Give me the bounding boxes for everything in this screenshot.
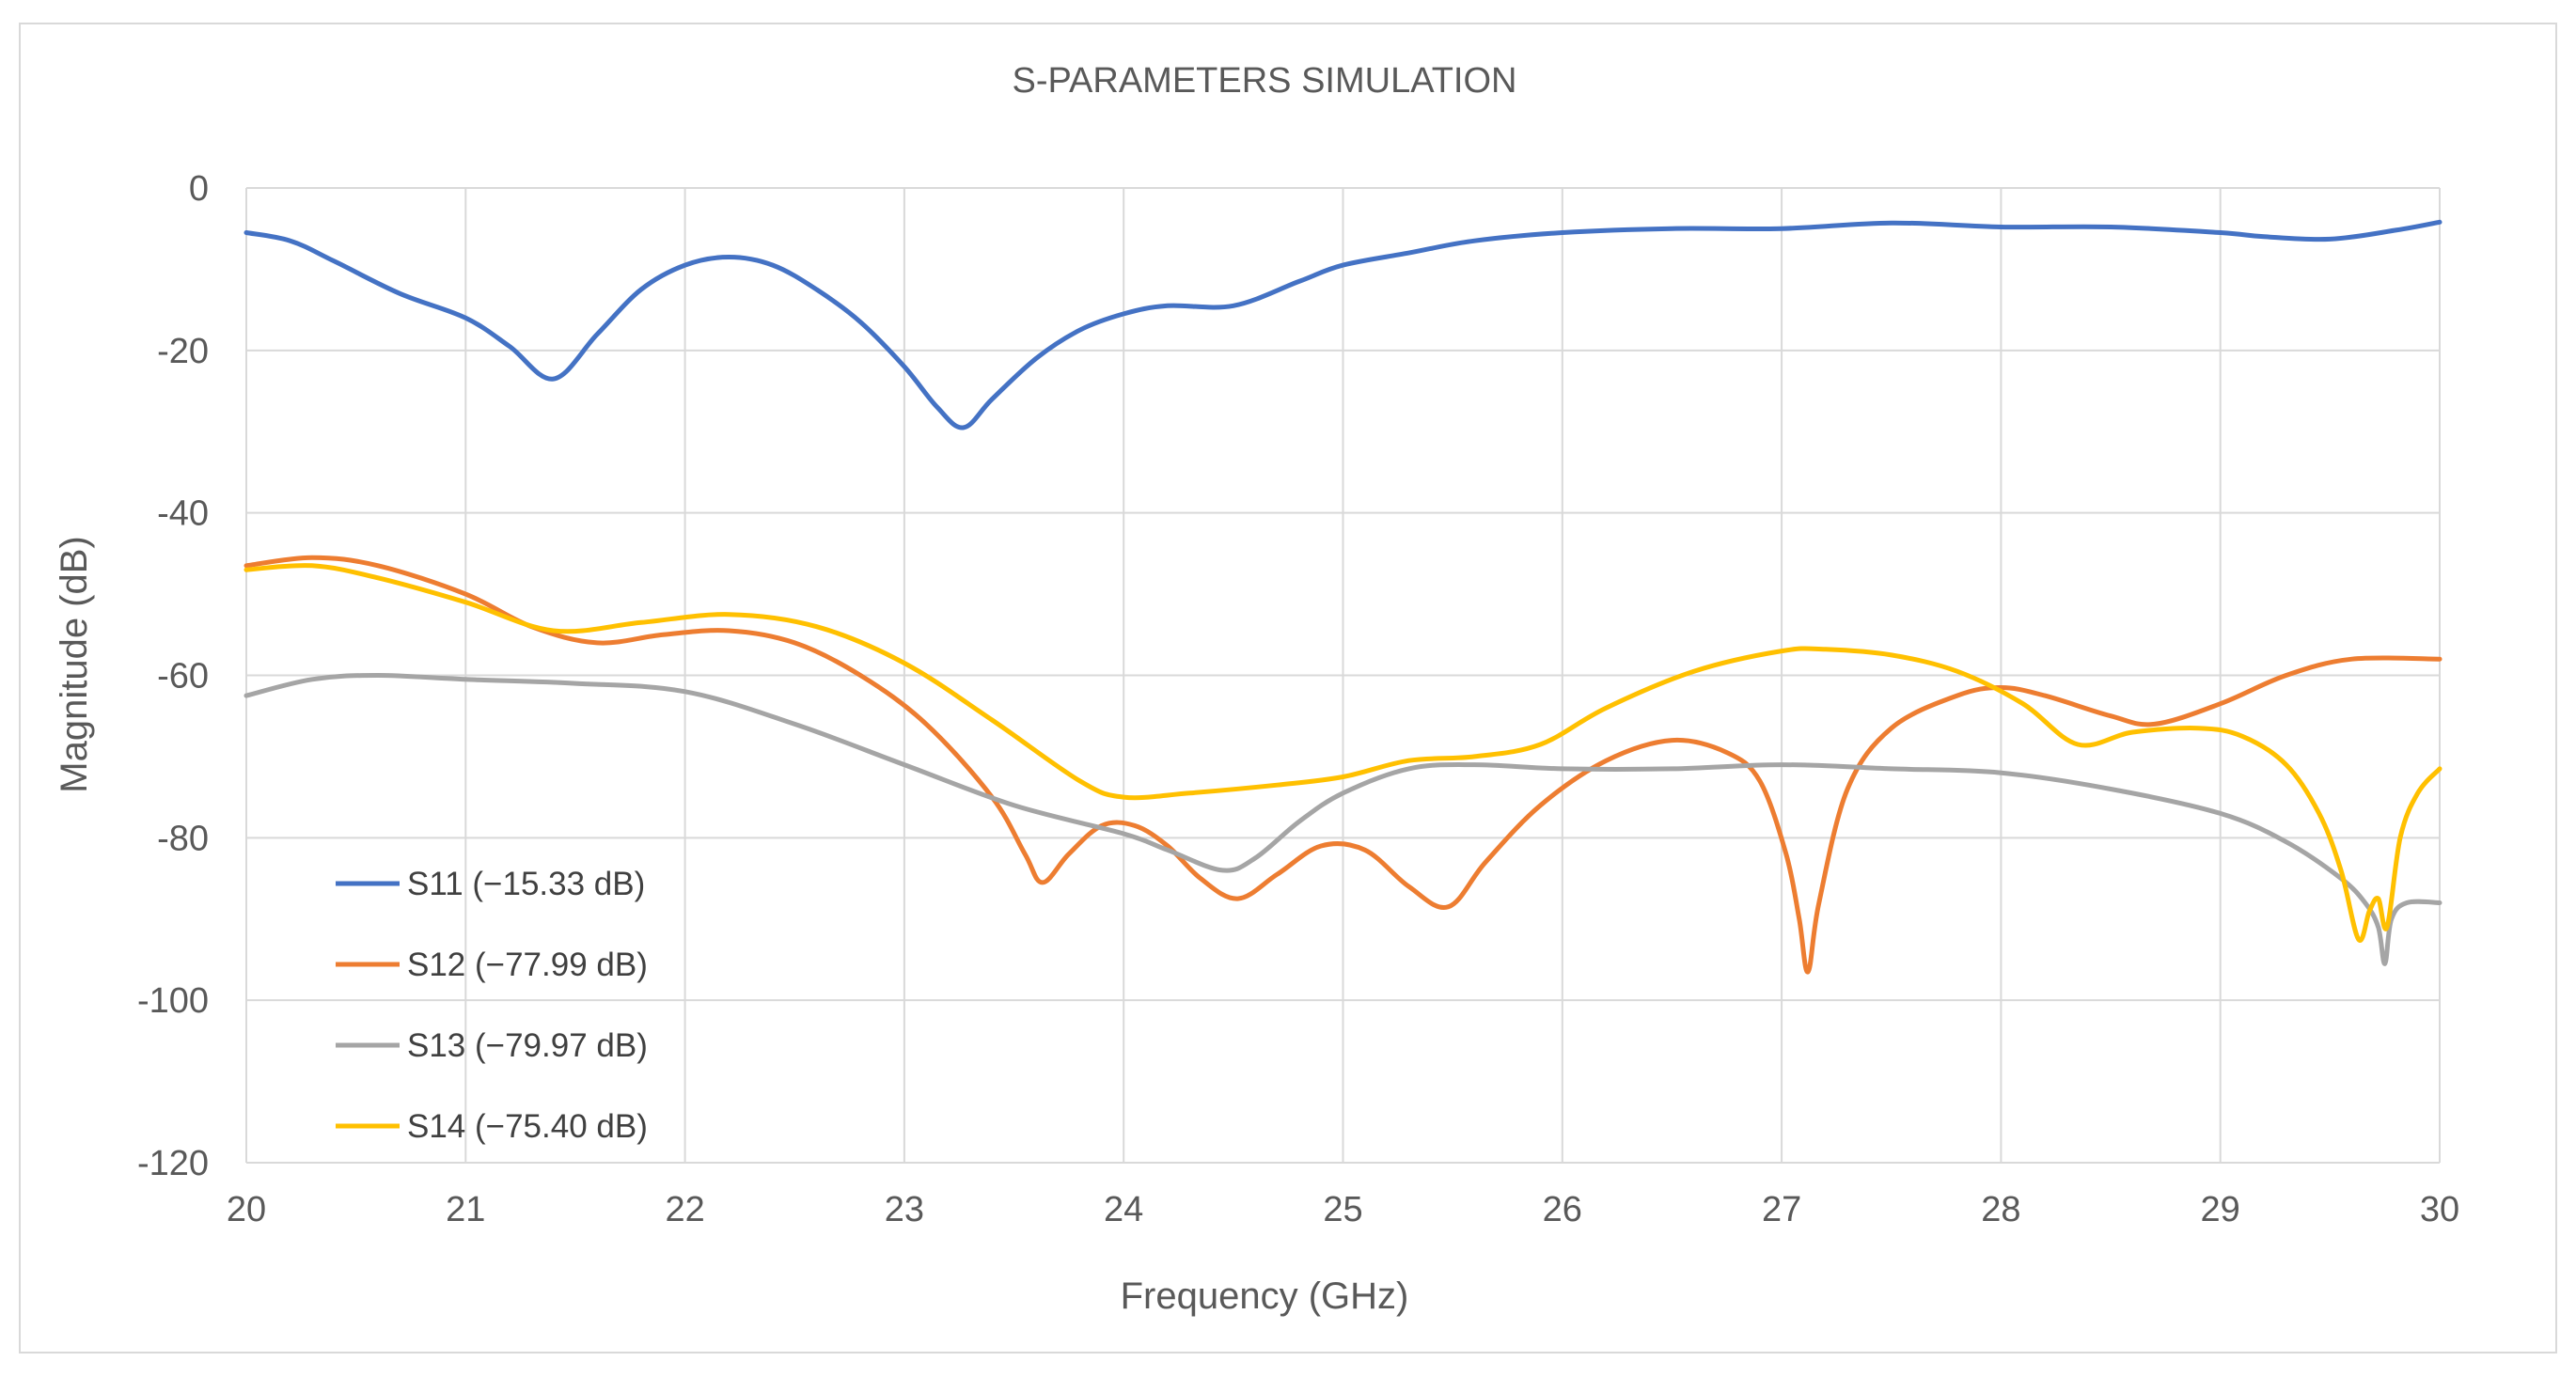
- series-line-s14: [243, 563, 2442, 943]
- y-tick-label: -120: [137, 1144, 209, 1183]
- chart-title: S-PARAMETERS SIMULATION: [1013, 61, 1517, 101]
- x-axis-label: Frequency (GHz): [1121, 1275, 1409, 1317]
- x-axis-ticks: 20 21 22 23 24 25 26 27 28 29 30: [227, 1190, 2459, 1229]
- x-tick-label: 30: [2420, 1190, 2459, 1229]
- legend-label-s13: S13 (−79.97 dB): [407, 1027, 648, 1064]
- y-tick-label: -20: [157, 332, 209, 371]
- y-axis-label: Magnitude (dB): [54, 536, 95, 792]
- y-tick-label: -40: [157, 494, 209, 534]
- legend-label-s11: S11 (−15.33 dB): [407, 866, 645, 902]
- y-tick-label: 0: [189, 169, 209, 209]
- legend: S11 (−15.33 dB) S12 (−77.99 dB) S13 (−79.9…: [336, 866, 648, 1145]
- x-tick-label: 28: [1981, 1190, 2020, 1229]
- x-tick-label: 27: [1762, 1190, 1801, 1229]
- y-axis-ticks: 0 -20 -40 -60 -80 -100 -120: [137, 169, 209, 1183]
- x-tick-label: 20: [227, 1190, 266, 1229]
- series-line-s11: [243, 219, 2442, 430]
- x-tick-label: 26: [1543, 1190, 1582, 1229]
- x-tick-label: 21: [446, 1190, 485, 1229]
- y-tick-label: -60: [157, 657, 209, 696]
- x-tick-label: 29: [2201, 1190, 2240, 1229]
- x-tick-label: 23: [885, 1190, 924, 1229]
- x-tick-label: 24: [1104, 1190, 1143, 1229]
- series-line-s12: [243, 555, 2442, 975]
- series-lines: [243, 219, 2442, 975]
- x-tick-label: 25: [1323, 1190, 1362, 1229]
- y-tick-label: -100: [137, 981, 209, 1021]
- legend-label-s14: S14 (−75.40 dB): [407, 1108, 648, 1145]
- legend-label-s12: S12 (−77.99 dB): [407, 947, 648, 983]
- x-tick-label: 22: [665, 1190, 704, 1229]
- grid: [245, 187, 2441, 1164]
- chart-frame: [19, 23, 2557, 1354]
- y-tick-label: -80: [157, 819, 209, 858]
